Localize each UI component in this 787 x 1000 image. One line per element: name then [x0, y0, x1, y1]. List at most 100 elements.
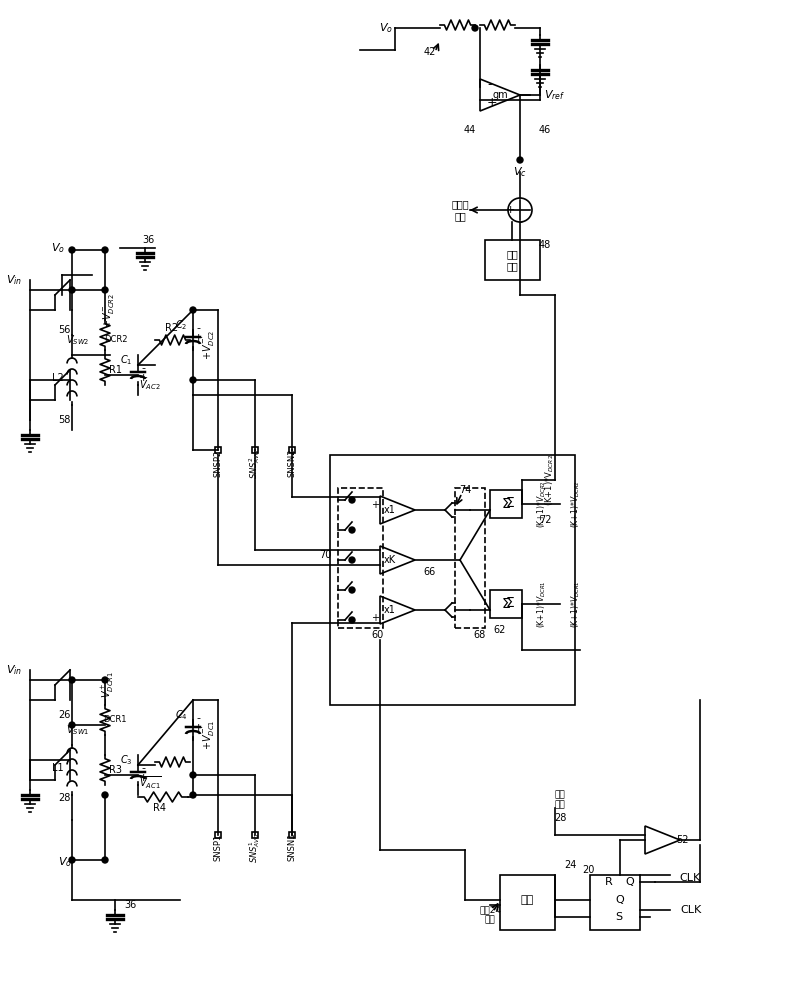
Bar: [252, 447, 258, 453]
Text: CLK: CLK: [680, 905, 701, 915]
Text: -: -: [196, 323, 200, 333]
Text: +: +: [487, 97, 497, 109]
Circle shape: [349, 497, 355, 503]
Text: $V_{in}$: $V_{in}$: [6, 273, 22, 287]
Text: 斜坡
补偿: 斜坡 补偿: [506, 249, 518, 271]
Text: L2: L2: [52, 373, 64, 383]
Text: 26: 26: [57, 710, 70, 720]
Text: $V_{in}$: $V_{in}$: [6, 663, 22, 677]
Text: 46: 46: [539, 125, 551, 135]
Circle shape: [102, 857, 108, 863]
Text: 开兦24
舏极: 开兦24 舏极: [479, 905, 501, 925]
Text: R: R: [605, 877, 613, 887]
Text: S: S: [615, 912, 623, 922]
Text: 74: 74: [459, 485, 471, 495]
Text: 28: 28: [57, 793, 70, 803]
Circle shape: [69, 722, 75, 728]
Text: Σ: Σ: [505, 596, 515, 610]
Circle shape: [69, 857, 75, 863]
Text: SNSP1: SNSP1: [213, 833, 223, 861]
Text: (K+1)*$V_{DCR2}$: (K+1)*$V_{DCR2}$: [570, 480, 582, 528]
Bar: [252, 832, 258, 838]
Text: xK: xK: [384, 555, 396, 565]
Circle shape: [349, 617, 355, 623]
Text: gm: gm: [492, 90, 508, 100]
Text: (K+1)*$V_{DCR2}$: (K+1)*$V_{DCR2}$: [535, 480, 548, 528]
Text: +: +: [371, 500, 379, 510]
Text: $C_1$: $C_1$: [120, 353, 132, 367]
Text: 58: 58: [57, 415, 70, 425]
Text: 56: 56: [57, 325, 70, 335]
Text: 60: 60: [372, 630, 384, 640]
Text: +: +: [139, 373, 148, 383]
Text: R1: R1: [109, 365, 123, 375]
Text: 开关
栅极: 开关 栅极: [555, 790, 565, 810]
Bar: [490, 590, 522, 618]
Text: -: -: [196, 713, 200, 723]
Circle shape: [190, 792, 196, 798]
Text: +: +: [139, 773, 148, 783]
Text: +: +: [194, 723, 203, 733]
Text: $V_{AC2}$: $V_{AC2}$: [139, 378, 161, 392]
Text: -: -: [518, 217, 522, 227]
Circle shape: [349, 557, 355, 563]
Text: CLK: CLK: [679, 873, 700, 883]
Text: (K+1)*$V_{DCR1}$: (K+1)*$V_{DCR1}$: [570, 580, 582, 628]
Bar: [500, 875, 555, 930]
Text: $V_o$: $V_o$: [58, 855, 72, 869]
Text: $SNS_{AVG}^1$: $SNS_{AVG}^1$: [248, 831, 262, 863]
Text: Σ: Σ: [501, 497, 511, 511]
Text: $-V_{DCR1}^+$: $-V_{DCR1}^+$: [100, 670, 116, 706]
Text: $SNS_{AVG}^2$: $SNS_{AVG}^2$: [248, 447, 262, 479]
Circle shape: [102, 247, 108, 253]
Circle shape: [69, 677, 75, 683]
Bar: [455, 488, 485, 628]
Bar: [490, 490, 522, 518]
Text: +: +: [194, 333, 203, 343]
Circle shape: [190, 377, 196, 383]
Circle shape: [349, 527, 355, 533]
Text: 62: 62: [493, 625, 506, 635]
Text: $\overline{V_{AC1}}$: $\overline{V_{AC1}}$: [139, 775, 161, 791]
Text: R3: R3: [109, 765, 123, 775]
Bar: [289, 447, 295, 453]
Circle shape: [102, 287, 108, 293]
Text: $+V_{DC2}^-$: $+V_{DC2}^-$: [201, 330, 216, 360]
Bar: [330, 455, 575, 705]
Text: Q: Q: [626, 877, 634, 887]
Text: $V_o$: $V_o$: [51, 241, 65, 255]
Bar: [338, 488, 383, 628]
Text: +: +: [505, 205, 515, 215]
Text: $+V_{DCR2}^-$: $+V_{DCR2}^-$: [101, 292, 116, 328]
Bar: [485, 240, 540, 280]
Text: 28: 28: [554, 813, 566, 823]
Circle shape: [472, 25, 478, 31]
Text: 逻辑: 逻辑: [520, 895, 534, 905]
Text: 48: 48: [539, 240, 551, 250]
Text: 70: 70: [319, 550, 331, 560]
Text: SNSN1: SNSN1: [287, 833, 297, 861]
Circle shape: [69, 247, 75, 253]
Text: $V_o$: $V_o$: [379, 21, 393, 35]
Circle shape: [102, 677, 108, 683]
Bar: [289, 832, 295, 838]
Text: 52: 52: [676, 835, 689, 845]
Text: x1: x1: [384, 605, 396, 615]
Text: 42: 42: [424, 47, 436, 57]
Text: -: -: [141, 363, 145, 373]
Circle shape: [102, 792, 108, 798]
Text: $+V_{DC1}^-$: $+V_{DC1}^-$: [201, 720, 216, 750]
Text: 36: 36: [124, 900, 136, 910]
Text: 到所有
相位: 到所有 相位: [451, 199, 469, 221]
Circle shape: [190, 772, 196, 778]
Text: Q: Q: [615, 895, 624, 905]
Text: L1: L1: [52, 763, 64, 773]
Text: Σ: Σ: [505, 496, 515, 510]
Text: SNSP2: SNSP2: [213, 449, 223, 477]
Text: 66: 66: [424, 567, 436, 577]
Bar: [215, 447, 221, 453]
Circle shape: [349, 587, 355, 593]
Circle shape: [517, 157, 523, 163]
Text: +: +: [371, 613, 379, 623]
Text: SNSN2: SNSN2: [287, 449, 297, 477]
